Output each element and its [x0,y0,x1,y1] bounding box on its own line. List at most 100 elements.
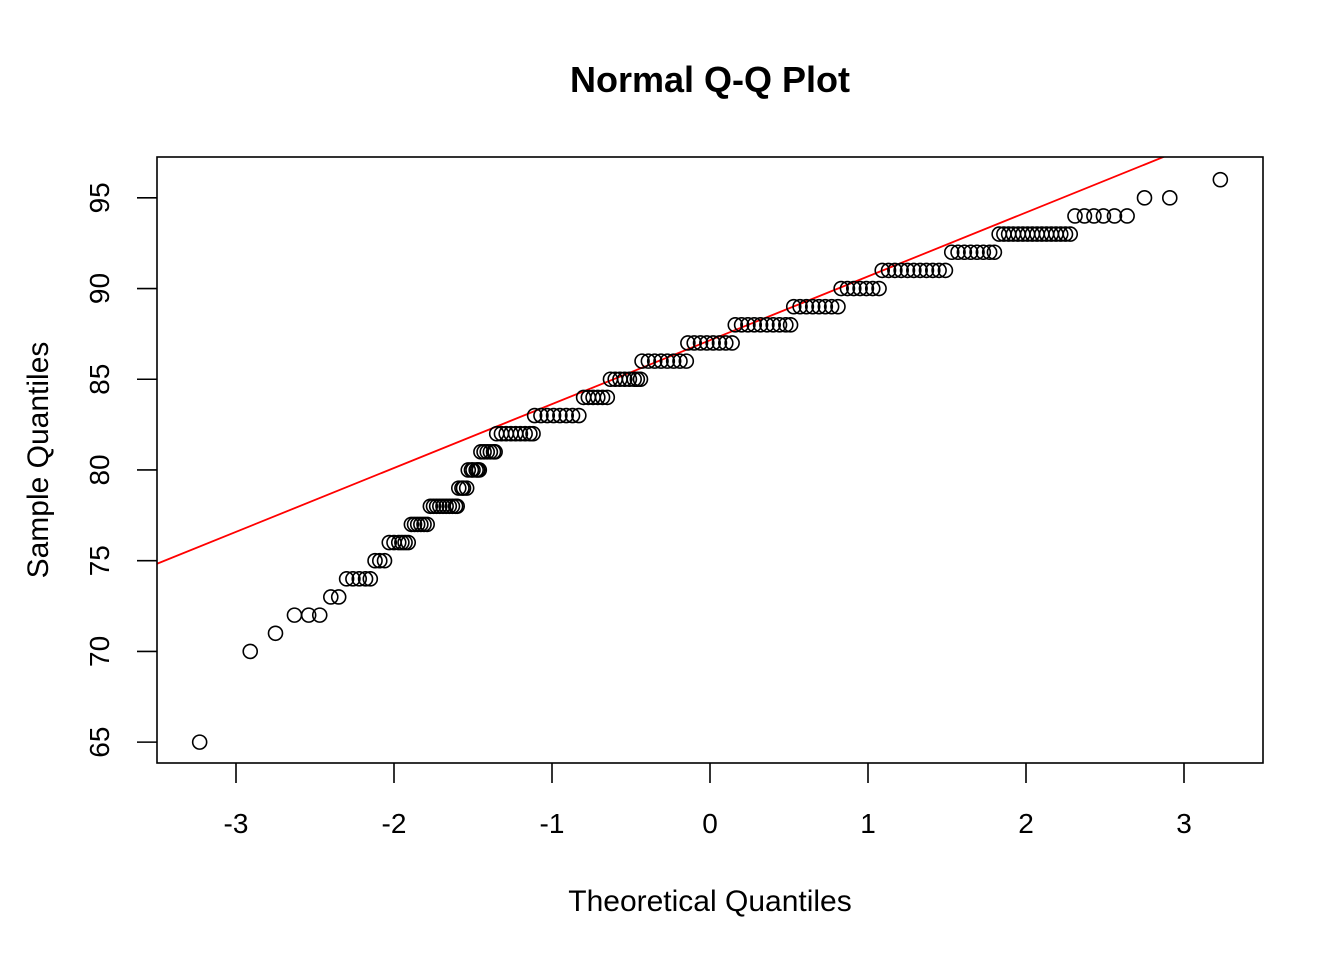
data-point [912,262,928,279]
data-point [400,534,417,551]
data-point [759,317,775,333]
y-axis: 65 70 75 80 85 90 95 [84,182,157,758]
x-tick-label: 1 [860,808,876,839]
y-tick-label: 75 [84,545,115,576]
data-point [833,280,849,297]
data-point [893,262,909,279]
plot-frame [156,156,1264,764]
data-point [724,335,740,351]
data-point [634,353,650,369]
data-point [1161,190,1178,206]
data-point [1067,208,1083,224]
data-point [752,317,769,333]
data-point [924,262,941,279]
data-point [986,244,1003,261]
data-point [699,335,715,351]
data-point [286,607,303,623]
data-point [733,317,750,333]
data-point [371,552,388,569]
y-tick-label: 95 [84,182,115,213]
data-point [705,335,721,351]
data-point [191,734,208,750]
data-point [975,244,992,261]
data-point [845,280,862,297]
data-point [798,298,815,315]
data-point [525,425,541,442]
x-tick-label: -2 [382,808,407,839]
data-point [1106,208,1123,224]
data-point [871,280,887,297]
data-point [943,244,960,261]
data-point [632,371,649,388]
data-point [771,317,788,333]
data-point [512,425,529,442]
x-tick-label: -3 [224,808,249,839]
data-point [362,571,379,587]
data-point [300,607,317,623]
data-point [817,298,834,315]
y-tick-label: 85 [84,364,115,395]
data-point [1136,190,1153,206]
data-points-group [191,171,1229,750]
qq-reference-line [157,157,1166,565]
data-point [830,298,846,315]
data-point [858,280,875,297]
data-point [678,353,695,369]
data-point [1086,208,1102,224]
data-point [640,353,657,369]
data-point [419,516,435,533]
data-point [727,317,744,333]
x-axis: -3 -2 -1 0 1 2 3 [224,763,1192,839]
data-point [937,262,954,279]
data-point [746,317,763,333]
data-point [874,262,891,279]
data-point [1119,208,1135,224]
data-point [692,335,709,351]
data-point [267,625,284,642]
data-point [672,353,688,369]
data-point [621,371,638,388]
data-point [950,244,966,261]
data-point [338,571,355,587]
data-point [458,480,475,496]
data-point [367,552,383,569]
data-point [376,552,393,569]
data-point [782,317,799,333]
x-axis-label: Theoretical Quantiles [568,885,851,918]
data-point [517,425,533,442]
data-point [552,407,568,424]
chart-title: Normal Q-Q Plot [570,59,850,100]
data-point [345,571,361,587]
data-point [899,262,916,279]
y-tick-label: 65 [84,727,115,758]
data-point [1076,208,1093,224]
data-point [616,371,633,388]
data-point [778,317,794,333]
data-point [981,244,998,261]
data-point [357,571,374,587]
data-point [539,407,556,424]
data-point [322,589,339,605]
data-point [533,407,549,424]
data-point [765,317,782,333]
data-point [590,389,606,406]
data-point [1095,208,1112,224]
data-point [887,262,903,279]
data-point [804,298,821,315]
data-point [1057,226,1074,242]
data-point [880,262,897,279]
data-point [811,298,827,315]
data-point [852,280,868,297]
data-point [599,389,616,406]
data-point [659,353,676,369]
data-point [931,262,947,279]
data-point [686,335,703,351]
data-point [330,589,347,605]
data-point [918,262,935,279]
data-point [487,444,503,460]
y-tick-label: 70 [84,636,115,667]
data-point [1062,226,1079,242]
data-point [449,498,466,515]
y-tick-label: 80 [84,454,115,485]
